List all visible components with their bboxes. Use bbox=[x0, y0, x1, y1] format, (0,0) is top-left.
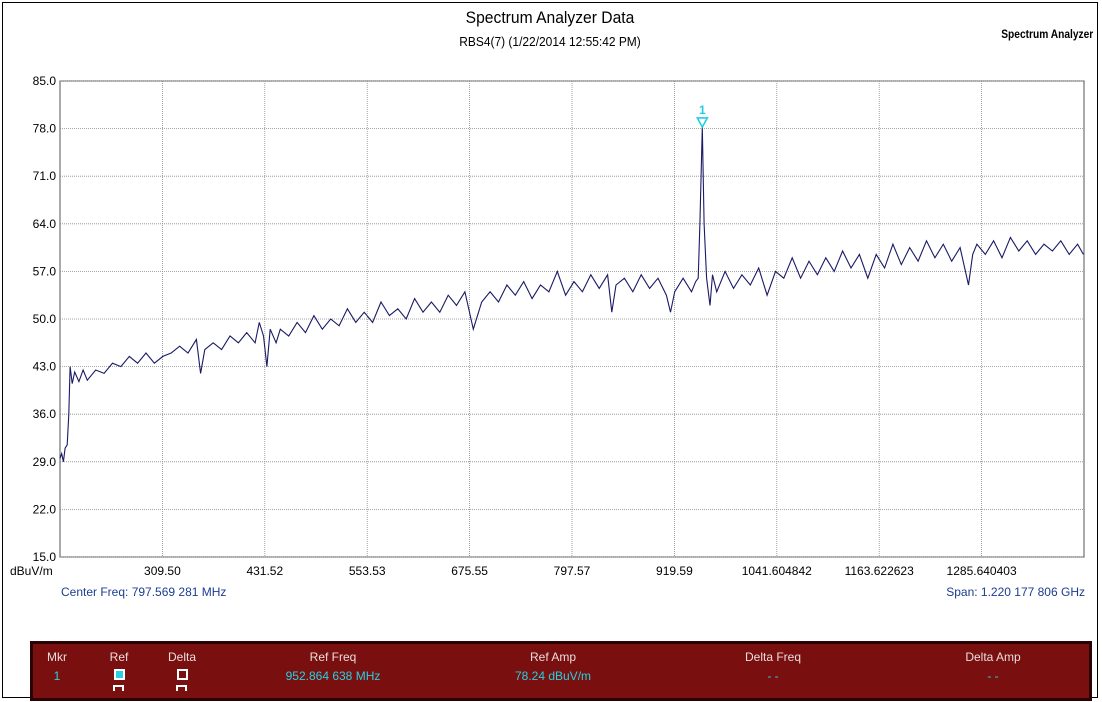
header-ref: Ref bbox=[109, 650, 129, 664]
next-row-delta-checkbox[interactable] bbox=[176, 685, 187, 691]
header-delta-amp: Delta Amp bbox=[965, 650, 1021, 664]
delta-checkbox[interactable] bbox=[176, 669, 188, 683]
span-label: Span: 1.220 177 806 GHz bbox=[946, 585, 1085, 599]
x-tick-label: 1285.640403 bbox=[947, 564, 1017, 578]
marker-table: Mkr Ref Delta Ref Freq Ref Amp Delta Fre… bbox=[30, 641, 1092, 701]
y-tick-label: 78.0 bbox=[33, 122, 57, 136]
marker-delta-freq: - - bbox=[767, 669, 779, 683]
y-tick-label: 36.0 bbox=[33, 407, 57, 421]
marker-ref-amp: 78.24 dBuV/m bbox=[514, 669, 592, 683]
spectrum-chart: 85.0 78.0 71.0 64.0 57.0 50.0 43.0 36.0 29.0 22.0… bbox=[10, 74, 1085, 578]
y-tick-label: 29.0 bbox=[33, 455, 57, 469]
marker-table-header: Mkr Ref Delta Ref Freq Ref Amp Delta Fre… bbox=[33, 648, 1089, 666]
y-tick-label: 43.0 bbox=[33, 360, 57, 374]
header-delta: Delta bbox=[167, 650, 196, 664]
header-mkr: Mkr bbox=[47, 650, 67, 664]
x-tick-label: 797.57 bbox=[554, 564, 591, 578]
x-tick-label: 309.50 bbox=[144, 564, 181, 578]
spectrum-trace bbox=[59, 126, 1084, 462]
marker-number: 1 bbox=[53, 669, 61, 683]
marker-row[interactable]: 1 952.864 638 MHz 78.24 dBuV/m - - - - bbox=[33, 667, 1089, 685]
y-tick-label: 64.0 bbox=[33, 217, 57, 231]
x-tick-label: 675.55 bbox=[451, 564, 488, 578]
chart-title: Spectrum Analyzer Data bbox=[465, 8, 635, 27]
y-tick-label: 57.0 bbox=[33, 264, 57, 278]
marker-ref-freq: 952.864 638 MHz bbox=[285, 669, 381, 683]
marker-triangle bbox=[695, 117, 709, 129]
chart-subtitle: RBS4(7) (1/22/2014 12:55:42 PM) bbox=[459, 34, 641, 49]
y-tick-label: 85.0 bbox=[33, 74, 57, 88]
x-tick-label: 919.59 bbox=[656, 564, 693, 578]
marker-label: 1 bbox=[699, 103, 706, 117]
x-tick-label: 1163.622623 bbox=[845, 564, 915, 578]
y-tick-label: 71.0 bbox=[33, 169, 57, 183]
center-frequency-label: Center Freq: 797.569 281 MHz bbox=[61, 585, 227, 599]
ref-checkbox[interactable] bbox=[113, 669, 125, 683]
x-tick-label: 431.52 bbox=[246, 564, 283, 578]
next-row-ref-checkbox[interactable] bbox=[113, 685, 124, 691]
header-ref-freq: Ref Freq bbox=[309, 650, 357, 664]
y-tick-label: 22.0 bbox=[33, 502, 57, 516]
instrument-label: Spectrum Analyzer bbox=[1000, 27, 1093, 41]
y-tick-label: 50.0 bbox=[33, 312, 57, 326]
header-delta-freq: Delta Freq bbox=[744, 650, 802, 664]
marker-delta-amp: - - bbox=[987, 669, 999, 683]
header-ref-amp: Ref Amp bbox=[529, 650, 577, 664]
x-tick-label: 553.53 bbox=[349, 564, 386, 578]
y-axis-unit-label: dBuV/m bbox=[10, 564, 53, 578]
y-tick-label: 15.0 bbox=[33, 550, 57, 564]
x-tick-label: 1041.604842 bbox=[742, 564, 812, 578]
